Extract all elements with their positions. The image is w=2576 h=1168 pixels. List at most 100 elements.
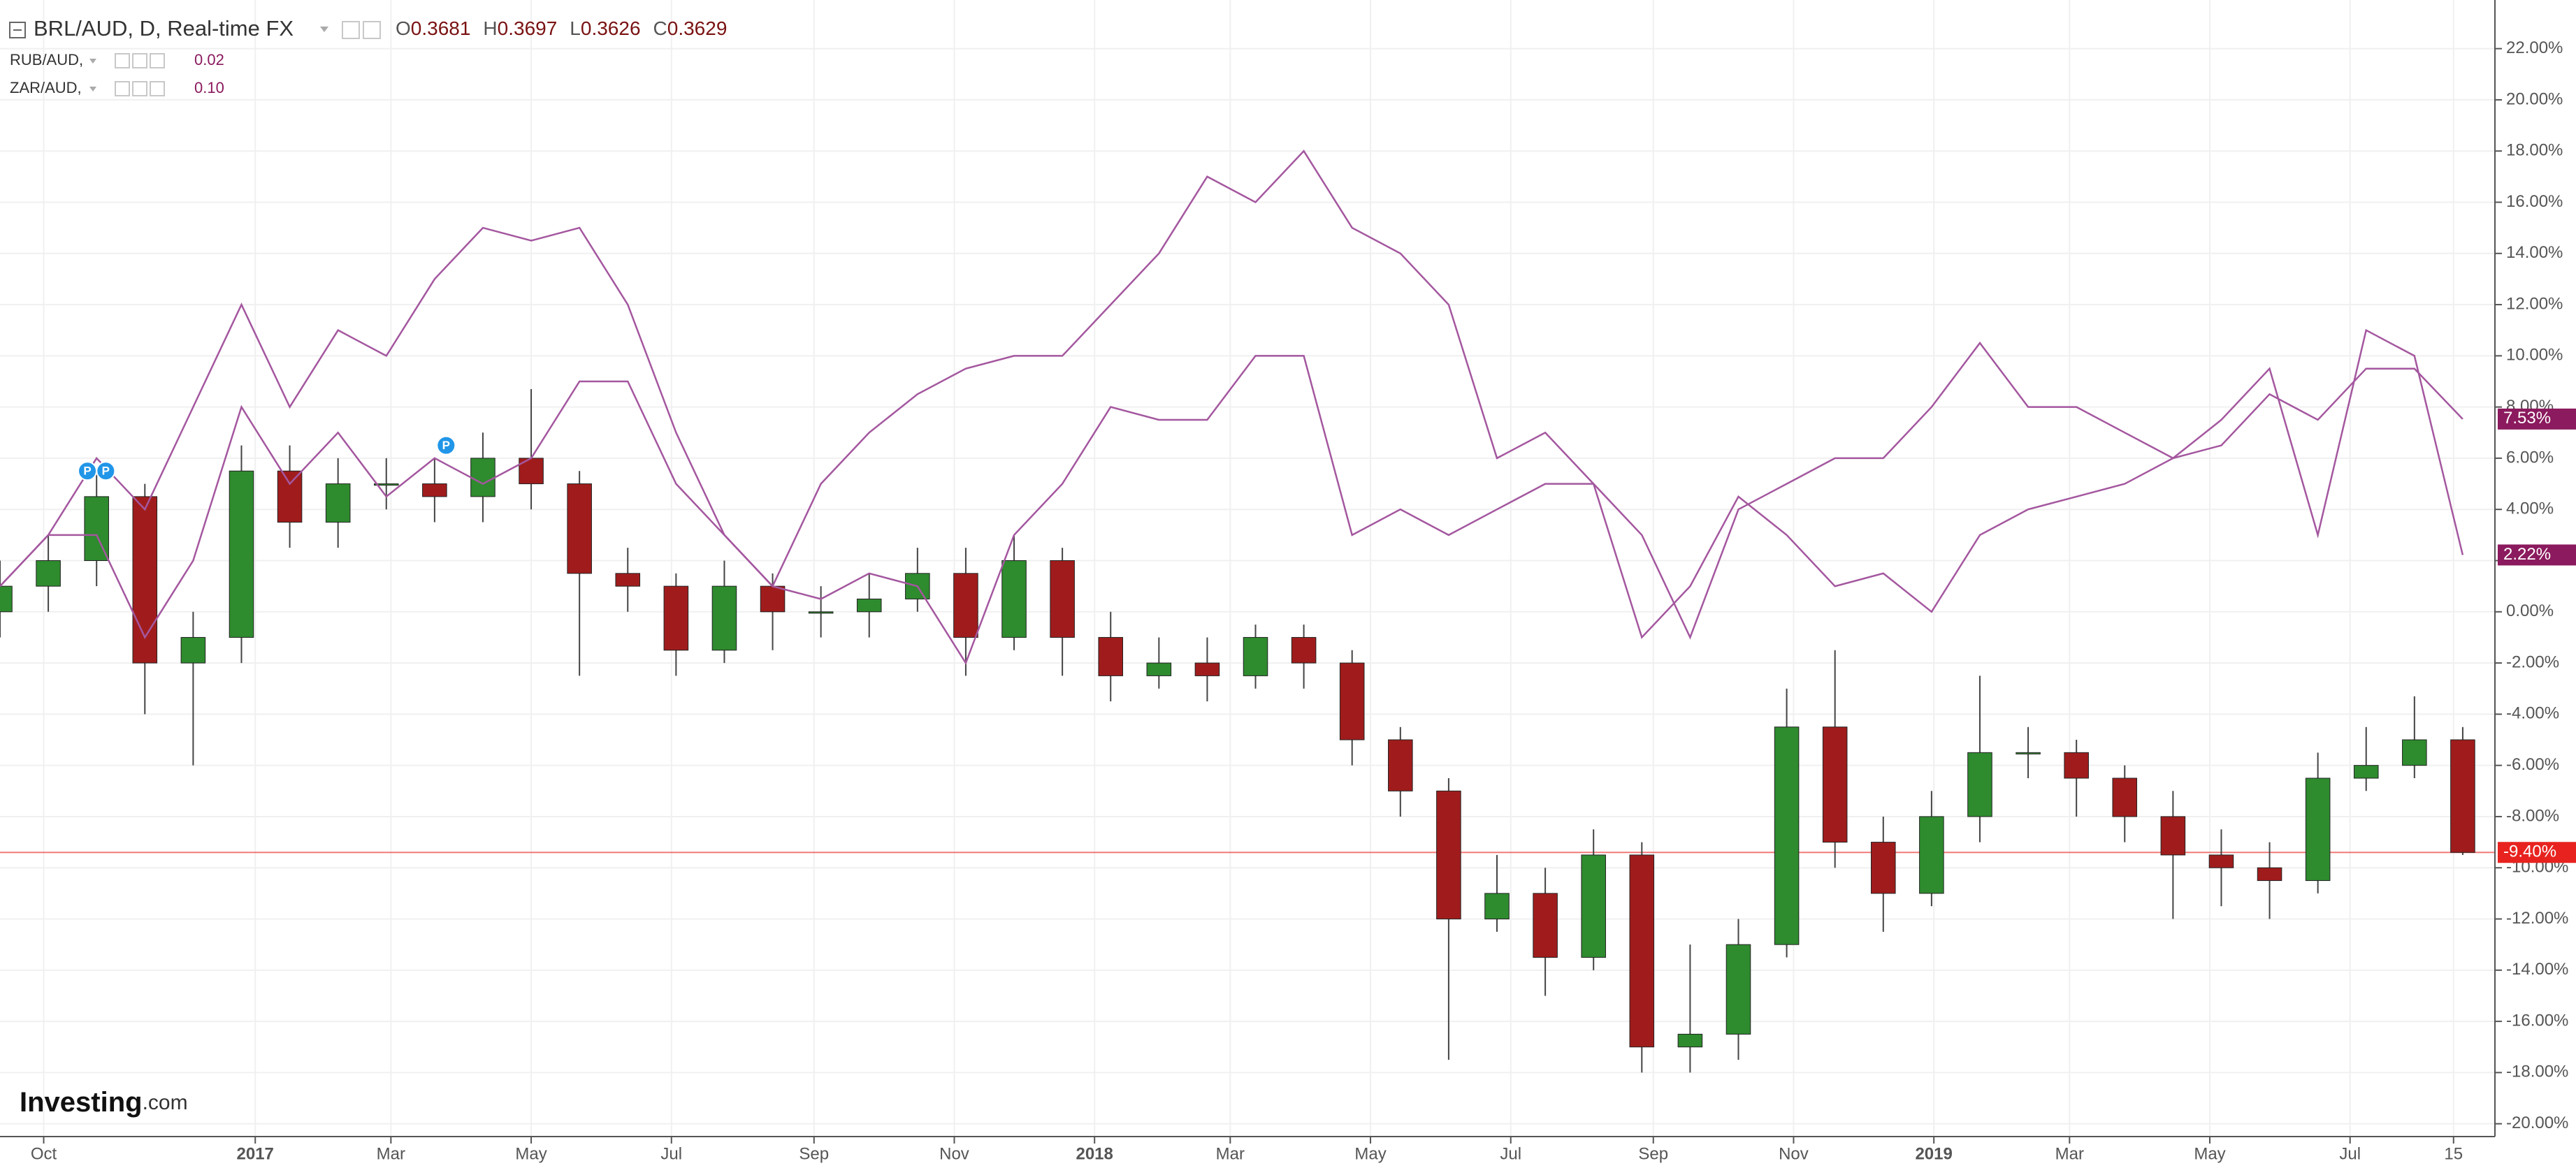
candle-body bbox=[1774, 727, 1800, 945]
y-tick-label: -4.00% bbox=[2506, 704, 2559, 723]
legend-icon[interactable] bbox=[132, 81, 147, 96]
x-tick-label: Sep bbox=[799, 1144, 829, 1163]
candle-body bbox=[1146, 662, 1172, 676]
x-tick-label: Jul bbox=[660, 1144, 682, 1163]
candle-body bbox=[1291, 636, 1317, 664]
candle-body bbox=[2112, 778, 2138, 817]
y-tick-label: -2.00% bbox=[2506, 652, 2559, 671]
logo-main: Investing bbox=[20, 1087, 143, 1118]
legend-icon[interactable] bbox=[150, 81, 165, 96]
candle-body bbox=[0, 585, 13, 613]
candle-body bbox=[760, 585, 786, 613]
x-tick-label: Mar bbox=[377, 1144, 405, 1163]
x-tick-label: May bbox=[2194, 1144, 2225, 1163]
axes: -20.00%-18.00%-16.00%-14.00%-12.00%-10.0… bbox=[31, 38, 2576, 1163]
candle-body bbox=[1967, 752, 1992, 817]
candle-body bbox=[2160, 816, 2186, 856]
candle-body bbox=[2064, 752, 2089, 779]
x-tick-label: Sep bbox=[1638, 1144, 1668, 1163]
candle-body bbox=[1871, 842, 1896, 894]
legend-icon[interactable] bbox=[115, 53, 130, 68]
candle-body bbox=[374, 483, 399, 486]
plot: P PP bbox=[0, 149, 2495, 1073]
x-tick-label: Nov bbox=[1779, 1144, 1809, 1163]
y-tick-label: 6.00% bbox=[2506, 448, 2554, 467]
candle-body bbox=[1677, 1033, 1703, 1048]
series-line bbox=[0, 149, 2464, 640]
candle-body bbox=[2257, 867, 2282, 882]
candle-body bbox=[422, 483, 447, 497]
candle-body bbox=[325, 483, 351, 523]
ohlc-label: H bbox=[483, 17, 497, 39]
candle-body bbox=[567, 483, 592, 574]
chart-title: BRL/AUD, D, Real-time FX bbox=[34, 16, 294, 41]
legend-icon[interactable] bbox=[115, 81, 130, 96]
candle-body bbox=[1388, 739, 1413, 791]
candle-body bbox=[856, 598, 882, 613]
candle-body bbox=[1339, 662, 1365, 740]
grid bbox=[0, 0, 2495, 1137]
y-tick-label: -8.00% bbox=[2506, 806, 2559, 825]
y-tick-label: -18.00% bbox=[2506, 1063, 2568, 1081]
candle-body bbox=[1194, 662, 1220, 676]
candle-body bbox=[2305, 778, 2331, 882]
settings-icon[interactable] bbox=[363, 21, 381, 39]
x-tick-label: 2019 bbox=[1915, 1144, 1952, 1163]
legend: RUB/AUD, 0.02 ZAR/AUD, 0.10 bbox=[10, 51, 224, 96]
ohlc-values: O0.3681 H0.3697 L0.3626 C0.3629 bbox=[396, 17, 727, 39]
candle-body bbox=[229, 470, 254, 638]
legend-icon[interactable] bbox=[150, 53, 165, 68]
logo: Investing.com bbox=[20, 1087, 188, 1118]
legend-name: RUB/AUD, bbox=[10, 51, 83, 68]
candle-body bbox=[1243, 636, 1268, 676]
legend-value: 0.10 bbox=[194, 79, 224, 96]
candle-body bbox=[1629, 854, 1655, 1048]
x-tick-label: Mar bbox=[2055, 1144, 2084, 1163]
legend-icon[interactable] bbox=[132, 53, 147, 68]
ohlc-label: C bbox=[653, 17, 667, 39]
x-tick-label: Oct bbox=[31, 1144, 57, 1163]
candle-body bbox=[663, 585, 689, 651]
x-tick-label: May bbox=[1354, 1144, 1386, 1163]
ohlc-value: 0.3629 bbox=[667, 17, 728, 39]
candle-body bbox=[2016, 752, 2041, 754]
candle-body bbox=[1822, 727, 1848, 843]
candle-body bbox=[1484, 893, 1510, 920]
candle-body bbox=[277, 470, 303, 523]
x-tick-label: Jul bbox=[2339, 1144, 2361, 1163]
candle-body bbox=[1725, 944, 1751, 1035]
series-line bbox=[0, 355, 2463, 665]
candle-body bbox=[470, 458, 495, 497]
y-tick-label: -6.00% bbox=[2506, 755, 2559, 774]
candle-body bbox=[1050, 560, 1075, 638]
candle-body bbox=[2208, 854, 2234, 868]
y-tick-label: -16.00% bbox=[2506, 1011, 2568, 1030]
x-tick-label: Jul bbox=[1500, 1144, 1521, 1163]
y-tick-label: 18.00% bbox=[2506, 141, 2563, 160]
annotation-marker bbox=[96, 461, 116, 481]
candle-body bbox=[84, 496, 109, 562]
y-tick-label: 14.00% bbox=[2506, 243, 2563, 262]
candle-body bbox=[180, 636, 206, 664]
dropdown-arrow[interactable] bbox=[89, 59, 96, 64]
candle-body bbox=[711, 585, 737, 651]
price-label-box bbox=[2498, 544, 2576, 566]
x-tick-label: May bbox=[515, 1144, 547, 1163]
ohlc-label: L bbox=[570, 17, 581, 39]
candle-body bbox=[1001, 560, 1027, 638]
dropdown-arrow[interactable] bbox=[89, 87, 96, 92]
annotation-label: P bbox=[442, 439, 450, 452]
candle-body bbox=[1436, 790, 1461, 920]
visibility-icon[interactable] bbox=[342, 21, 360, 39]
legend-name: ZAR/AUD, bbox=[10, 79, 82, 96]
y-tick-label: 10.00% bbox=[2506, 346, 2563, 365]
candle-body bbox=[1098, 636, 1124, 676]
ohlc-value: 0.3681 bbox=[411, 17, 471, 39]
dropdown-arrow[interactable] bbox=[320, 27, 328, 32]
x-tick-label: Mar bbox=[1216, 1144, 1245, 1163]
price-label-box bbox=[2498, 842, 2576, 863]
candle-body bbox=[1919, 816, 1944, 894]
x-tick-label: 15 bbox=[2444, 1144, 2463, 1163]
